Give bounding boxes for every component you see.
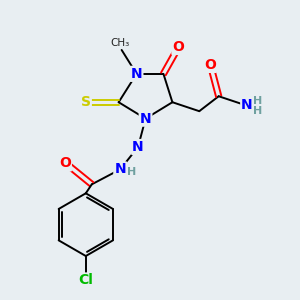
Text: N: N	[132, 140, 144, 154]
Text: Cl: Cl	[78, 274, 93, 287]
Text: H: H	[127, 167, 136, 177]
Text: N: N	[131, 67, 142, 81]
Text: O: O	[172, 40, 184, 54]
Text: CH₃: CH₃	[110, 38, 130, 48]
Text: N: N	[114, 162, 126, 176]
Text: S: S	[81, 95, 91, 109]
Text: O: O	[204, 58, 216, 72]
Text: N: N	[241, 98, 253, 112]
Text: H: H	[254, 96, 263, 106]
Text: H: H	[254, 106, 263, 116]
Text: N: N	[140, 112, 151, 126]
Text: O: O	[59, 156, 71, 170]
